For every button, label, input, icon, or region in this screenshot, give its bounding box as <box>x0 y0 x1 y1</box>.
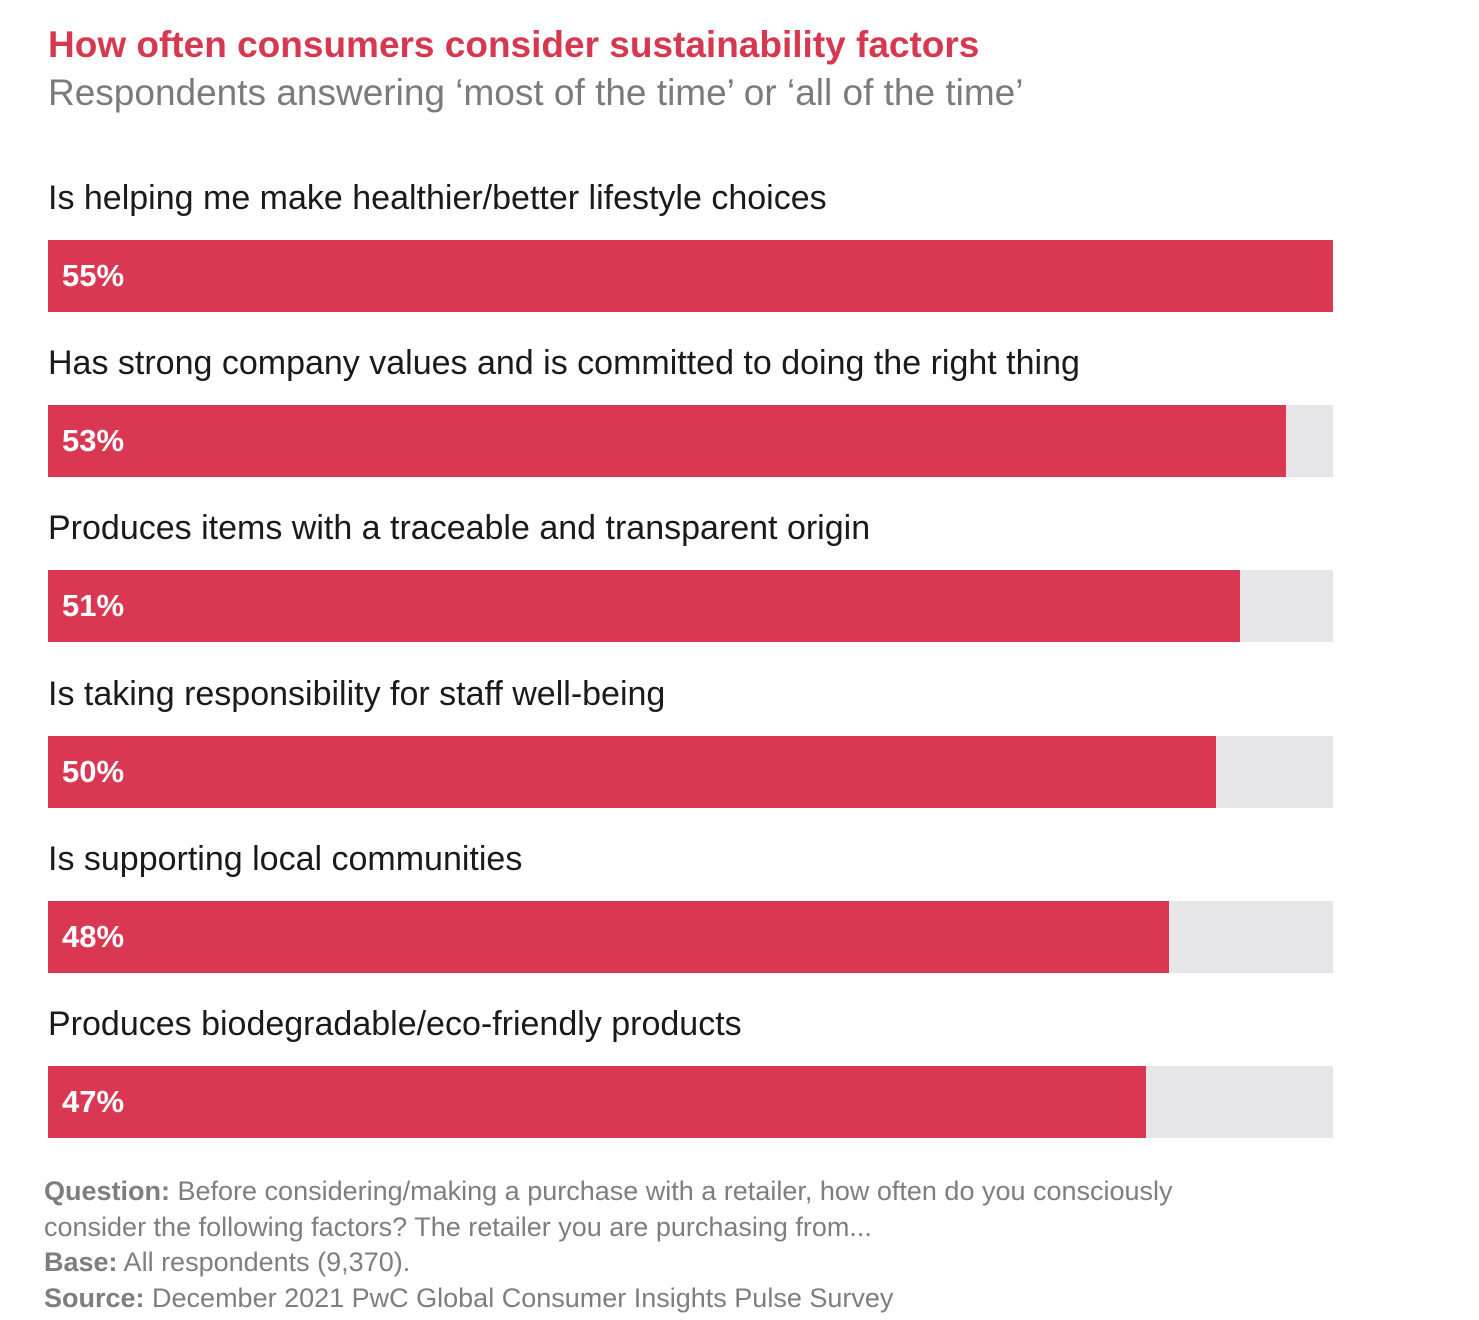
bar: 51% <box>48 570 1240 643</box>
chart-footer: Question: Before considering/making a pu… <box>44 1174 1174 1316</box>
category-label: Produces items with a traceable and tran… <box>48 509 871 548</box>
category-label: Has strong company values and is committ… <box>48 344 1080 383</box>
base-text: All respondents (9,370). <box>117 1247 411 1277</box>
category-label: Is taking responsibility for staff well-… <box>48 674 666 713</box>
bar: 53% <box>48 405 1287 478</box>
bar: 55% <box>48 240 1333 312</box>
bar-track: 47% <box>48 1066 1333 1138</box>
bar-track: 48% <box>48 900 1333 973</box>
category-label: Is helping me make healthier/better life… <box>48 179 827 217</box>
chart-title: How often consumers consider sustainabil… <box>48 24 980 65</box>
bar-track: 50% <box>48 735 1333 808</box>
question-label: Question: <box>44 1176 170 1206</box>
bar-value-label: 50% <box>62 753 125 789</box>
category-label: Is supporting local communities <box>48 839 523 878</box>
base-label: Base: <box>44 1247 118 1277</box>
base-note: Base: All respondents (9,370). <box>44 1245 1174 1281</box>
bar-value-label: 47% <box>62 1084 125 1119</box>
source-label: Source: <box>44 1282 145 1313</box>
bar-track: 55% <box>48 240 1333 312</box>
source-text: December 2021 PwC Global Consumer Insigh… <box>144 1282 894 1313</box>
bar-value-label: 51% <box>62 588 125 624</box>
question-text: Before considering/making a purchase wit… <box>44 1176 1173 1242</box>
chart-subtitle: Respondents answering ‘most of the time’… <box>48 72 1024 113</box>
bar-value-label: 55% <box>62 258 125 293</box>
bar: 48% <box>48 900 1170 973</box>
bar: 47% <box>48 1066 1147 1138</box>
source-note: Source: December 2021 PwC Global Consume… <box>44 1281 1174 1317</box>
bar-track: 51% <box>48 570 1333 643</box>
bar: 50% <box>48 735 1217 808</box>
question-note: Question: Before considering/making a pu… <box>44 1174 1174 1245</box>
bar-value-label: 53% <box>62 423 125 459</box>
category-label: Produces biodegradable/eco-friendly prod… <box>48 1005 742 1043</box>
bar-value-label: 48% <box>62 918 125 954</box>
bar-track: 53% <box>48 405 1333 478</box>
